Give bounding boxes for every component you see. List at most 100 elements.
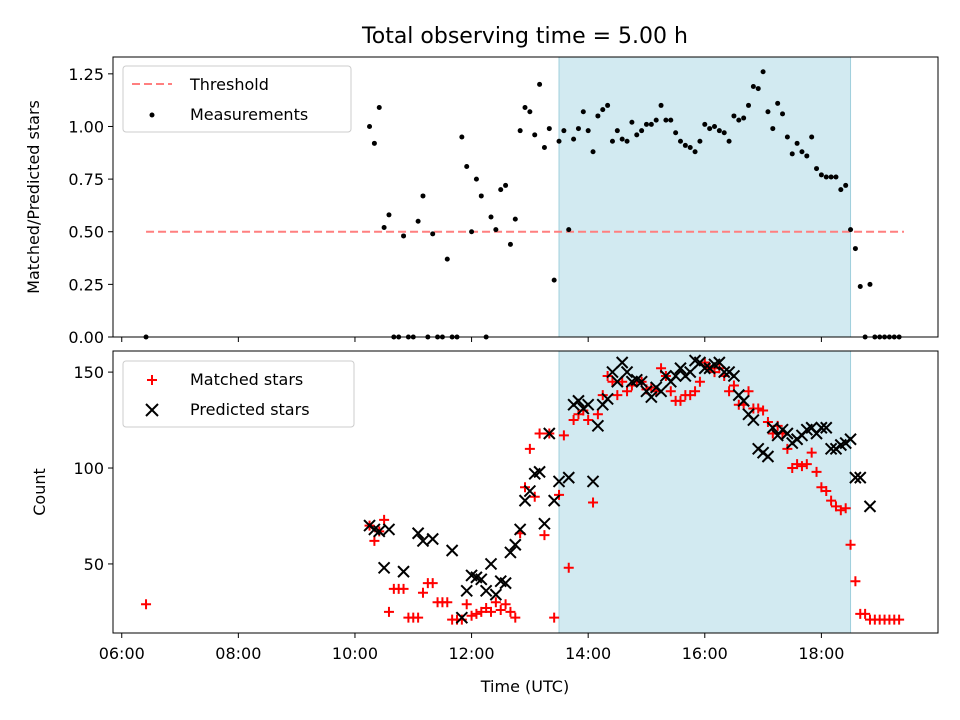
predicted-star-point bbox=[684, 365, 697, 379]
measurement-point bbox=[464, 163, 470, 169]
y-tick-label: 0.25 bbox=[68, 275, 104, 294]
x-axis-label: Time (UTC) bbox=[480, 677, 569, 696]
observing-window-top bbox=[558, 56, 852, 338]
top-x-ticks bbox=[121, 337, 822, 342]
measurement-point bbox=[512, 216, 518, 222]
y-tick-label: 1.25 bbox=[68, 65, 104, 84]
y-tick-label: 150 bbox=[73, 363, 104, 382]
measurement-point bbox=[459, 134, 465, 140]
predicted-legend-swatch bbox=[145, 403, 159, 417]
bottom-y-axis-label: Count bbox=[30, 468, 49, 516]
measurement-point bbox=[571, 136, 577, 142]
measurement-point bbox=[478, 193, 484, 199]
measurement-point bbox=[702, 121, 708, 127]
matched-star-point bbox=[461, 599, 472, 610]
measurement-point bbox=[595, 113, 601, 119]
predicted-star-point bbox=[538, 517, 551, 530]
chart-title: Total observing time = 5.00 h bbox=[361, 24, 688, 49]
y-tick-label: 50 bbox=[84, 555, 104, 574]
matched-star-point bbox=[563, 562, 574, 573]
bottom-y-axis: 50 100 150 bbox=[73, 363, 113, 574]
predicted-star-point bbox=[523, 484, 537, 498]
measurement-point bbox=[566, 227, 572, 233]
matched-star-point bbox=[466, 610, 477, 621]
predicted-star-point bbox=[737, 394, 750, 408]
predicted-star-point bbox=[761, 450, 775, 463]
bottom-panel: 50 100 150 06:00 08:00 10:00 12:00 14:00 16:00 1… bbox=[30, 350, 939, 696]
measurement-point bbox=[624, 138, 630, 144]
x-tick-label: 10:00 bbox=[332, 644, 378, 663]
matched-star-point bbox=[845, 539, 856, 550]
matched-star-point bbox=[549, 612, 560, 623]
y-tick-label: 0.50 bbox=[68, 223, 104, 242]
bottom-x-axis: 06:00 08:00 10:00 12:00 14:00 16:00 18:00 bbox=[99, 633, 844, 663]
predicted-star-point bbox=[849, 471, 862, 484]
matched-star-point bbox=[675, 395, 686, 406]
predicted-star-point bbox=[509, 538, 522, 551]
measurement-point bbox=[517, 128, 523, 134]
matched-star-point bbox=[588, 497, 599, 508]
matched-star-point bbox=[592, 409, 603, 420]
measurement-point bbox=[503, 182, 509, 188]
matched-star-point bbox=[141, 599, 152, 610]
matched-star-point bbox=[850, 576, 861, 587]
predicted-star-point bbox=[586, 475, 600, 488]
matched-star-point bbox=[471, 608, 482, 619]
predicted-star-point bbox=[718, 365, 731, 379]
matched-star-point bbox=[442, 597, 453, 608]
top-panel: 0.00 0.25 0.50 0.75 1.00 1.25 Matched/Predict… bbox=[24, 56, 939, 347]
measurements-legend-swatch bbox=[149, 112, 155, 118]
predicted-star-point bbox=[533, 465, 546, 479]
measurement-point bbox=[852, 246, 858, 252]
matched-star-point bbox=[500, 599, 511, 610]
measurement-point bbox=[537, 81, 543, 87]
predicted-star-point bbox=[373, 525, 386, 538]
measurement-point bbox=[780, 111, 786, 117]
predicted-star-point bbox=[854, 471, 867, 484]
predicted-star-point bbox=[460, 584, 473, 598]
measurement-point bbox=[750, 83, 756, 89]
measurement-point bbox=[784, 134, 790, 140]
top-y-axis-label: Matched/Predicted stars bbox=[24, 100, 43, 294]
y-tick-label: 0.00 bbox=[68, 328, 104, 347]
matched-star-point bbox=[617, 376, 628, 387]
predicted-star-point bbox=[562, 471, 575, 484]
measurement-point bbox=[673, 130, 679, 136]
predicted-star-point bbox=[766, 421, 780, 434]
measurement-point bbox=[575, 126, 581, 132]
matched-star-point bbox=[835, 505, 846, 516]
measurement-point bbox=[712, 123, 718, 129]
matched-star-point bbox=[524, 443, 535, 454]
measurement-point bbox=[741, 115, 747, 121]
measurement-point bbox=[794, 140, 800, 146]
measurement-point bbox=[420, 193, 426, 199]
y-tick-label: 0.75 bbox=[68, 170, 104, 189]
matched-star-point bbox=[568, 415, 579, 426]
measurement-point bbox=[653, 117, 659, 123]
matched-star-point bbox=[383, 606, 394, 617]
predicted-star-point bbox=[824, 442, 838, 456]
matched-star-point bbox=[894, 614, 905, 625]
predicted-star-point bbox=[504, 546, 517, 559]
measurement-point bbox=[590, 149, 596, 155]
matched-legend-swatch bbox=[147, 375, 157, 385]
matched-star-point bbox=[490, 597, 501, 608]
predicted-star-point bbox=[815, 421, 828, 434]
matched-star-point bbox=[796, 461, 807, 472]
predicted-star-point bbox=[411, 527, 425, 540]
predicted-star-point bbox=[620, 365, 634, 379]
matched-star-point bbox=[417, 587, 428, 598]
matched-star-point bbox=[612, 390, 623, 401]
measurement-point bbox=[833, 174, 839, 180]
matched-star-point bbox=[724, 386, 735, 397]
measurement-point bbox=[386, 212, 392, 218]
x-tick-label: 08:00 bbox=[215, 644, 261, 663]
predicted-star-point bbox=[844, 433, 857, 446]
predicted-star-point bbox=[645, 390, 658, 404]
matched-star-point bbox=[811, 466, 822, 477]
measurement-point bbox=[401, 233, 407, 239]
measurement-point bbox=[828, 174, 834, 180]
predicted-star-point bbox=[484, 557, 498, 571]
predicted-star-point bbox=[445, 544, 459, 557]
matched-star-point bbox=[801, 459, 812, 470]
